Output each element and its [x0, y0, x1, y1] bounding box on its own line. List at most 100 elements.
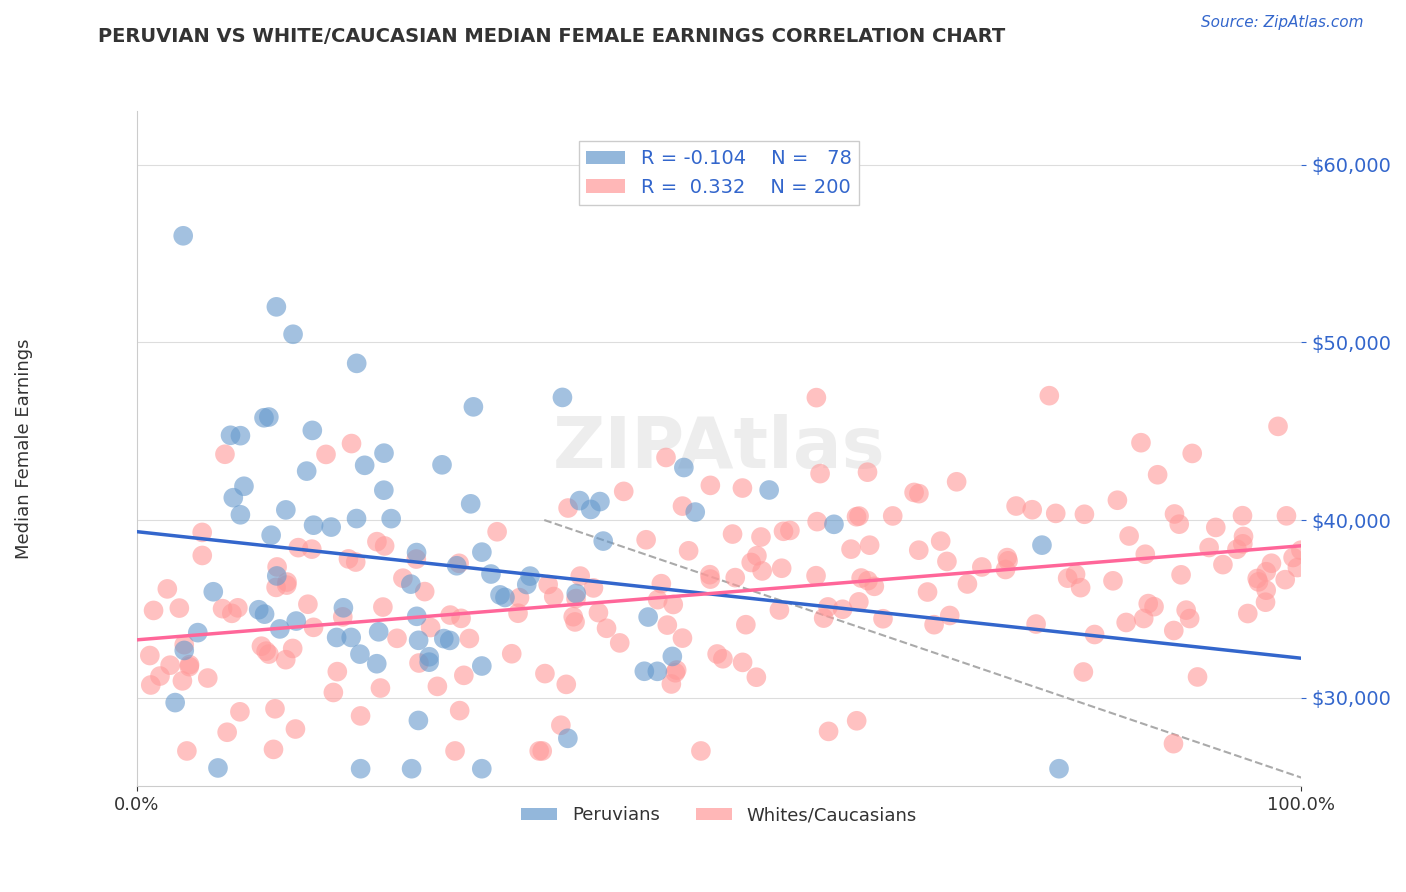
Whites/Caucasians [665, 663, 688, 677]
Whites/Caucasians [908, 486, 931, 500]
Whites/Caucasians [501, 647, 523, 661]
Peruvians [460, 497, 482, 511]
Whites/Caucasians [419, 620, 441, 634]
Whites/Caucasians [276, 575, 298, 590]
Whites/Caucasians [690, 744, 713, 758]
Whites/Caucasians [856, 465, 879, 479]
Whites/Caucasians [1115, 615, 1137, 630]
Peruvians [439, 633, 461, 648]
Whites/Caucasians [1286, 560, 1309, 574]
Whites/Caucasians [565, 591, 588, 606]
Whites/Caucasians [1232, 508, 1254, 523]
Whites/Caucasians [405, 552, 427, 566]
Peruvians [187, 625, 209, 640]
Whites/Caucasians [657, 618, 679, 632]
Peruvians [471, 659, 494, 673]
Whites/Caucasians [508, 591, 530, 605]
Peruvians [418, 649, 440, 664]
Whites/Caucasians [970, 560, 993, 574]
Whites/Caucasians [994, 562, 1017, 576]
Whites/Caucasians [1247, 574, 1270, 589]
Whites/Caucasians [426, 679, 449, 693]
Peruvians [489, 588, 512, 602]
Whites/Caucasians [1056, 571, 1078, 585]
Whites/Caucasians [1102, 574, 1125, 588]
Whites/Caucasians [671, 499, 693, 513]
Whites/Caucasians [831, 602, 853, 616]
Whites/Caucasians [922, 617, 945, 632]
Whites/Caucasians [139, 678, 162, 692]
Peruvians [373, 446, 395, 460]
Whites/Caucasians [322, 685, 344, 699]
Whites/Caucasians [458, 632, 481, 646]
Text: Source: ZipAtlas.com: Source: ZipAtlas.com [1201, 15, 1364, 29]
Whites/Caucasians [1073, 508, 1095, 522]
Whites/Caucasians [142, 603, 165, 617]
Peruvians [325, 631, 347, 645]
Peruvians [260, 528, 283, 542]
Peruvians [592, 534, 614, 549]
Peruvians [253, 410, 276, 425]
Peruvians [471, 762, 494, 776]
Whites/Caucasians [721, 527, 744, 541]
Peruvians [647, 665, 669, 679]
Whites/Caucasians [413, 584, 436, 599]
Whites/Caucasians [1038, 389, 1060, 403]
Whites/Caucasians [149, 669, 172, 683]
Peruvians [516, 577, 538, 591]
Legend: Peruvians, Whites/Caucasians: Peruvians, Whites/Caucasians [515, 799, 924, 831]
Whites/Caucasians [1198, 541, 1220, 555]
Whites/Caucasians [1212, 558, 1234, 572]
Whites/Caucasians [159, 658, 181, 673]
Peruvians [479, 567, 502, 582]
Whites/Caucasians [678, 543, 700, 558]
Whites/Caucasians [779, 524, 801, 538]
Whites/Caucasians [191, 525, 214, 540]
Whites/Caucasians [1137, 597, 1160, 611]
Peruvians [202, 584, 225, 599]
Whites/Caucasians [1070, 581, 1092, 595]
Whites/Caucasians [945, 475, 967, 489]
Peruvians [823, 517, 845, 532]
Whites/Caucasians [804, 568, 827, 582]
Whites/Caucasians [1021, 502, 1043, 516]
Whites/Caucasians [366, 534, 388, 549]
Whites/Caucasians [659, 677, 682, 691]
Peruvians [266, 300, 288, 314]
Whites/Caucasians [449, 704, 471, 718]
Whites/Caucasians [1232, 537, 1254, 551]
Whites/Caucasians [486, 524, 509, 539]
Whites/Caucasians [254, 644, 277, 658]
Whites/Caucasians [1246, 572, 1268, 586]
Peruvians [367, 624, 389, 639]
Whites/Caucasians [179, 659, 201, 673]
Peruvians [366, 657, 388, 671]
Whites/Caucasians [595, 621, 617, 635]
Whites/Caucasians [332, 610, 354, 624]
Whites/Caucasians [1275, 508, 1298, 523]
Whites/Caucasians [848, 509, 870, 524]
Whites/Caucasians [221, 607, 243, 621]
Whites/Caucasians [1232, 529, 1254, 543]
Text: ZIPAtlas: ZIPAtlas [553, 415, 886, 483]
Whites/Caucasians [751, 564, 773, 578]
Whites/Caucasians [371, 600, 394, 615]
Whites/Caucasians [1187, 670, 1209, 684]
Peruvians [494, 591, 516, 605]
Whites/Caucasians [655, 450, 678, 465]
Whites/Caucasians [1143, 599, 1166, 614]
Peruvians [207, 761, 229, 775]
Whites/Caucasians [1163, 624, 1185, 638]
Whites/Caucasians [772, 524, 794, 539]
Peruvians [274, 503, 297, 517]
Peruvians [633, 665, 655, 679]
Whites/Caucasians [197, 671, 219, 685]
Whites/Caucasians [250, 639, 273, 653]
Peruvians [519, 569, 541, 583]
Whites/Caucasians [845, 714, 868, 728]
Peruvians [1047, 762, 1070, 776]
Whites/Caucasians [872, 612, 894, 626]
Whites/Caucasians [613, 484, 636, 499]
Whites/Caucasians [156, 582, 179, 596]
Whites/Caucasians [1107, 493, 1129, 508]
